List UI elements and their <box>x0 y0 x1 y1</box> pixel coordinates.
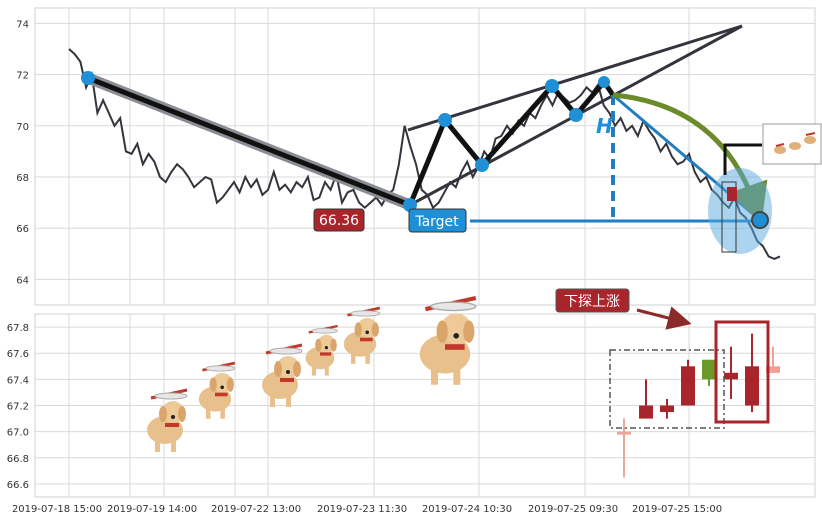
price-y-tick-label: 64 <box>16 275 29 286</box>
x-tick-label: 2019-07-19 14:00 <box>107 504 197 515</box>
dog-icon <box>305 324 339 376</box>
node-point-target <box>751 211 769 229</box>
x-tick-label: 2019-07-24 10:30 <box>422 504 512 515</box>
pattern-overlay: 66.36 Target H <box>81 24 822 254</box>
price-y-tick-label: 66 <box>16 224 29 235</box>
target-badge-text: Target <box>414 214 459 230</box>
x-tick-label: 2019-07-25 15:00 <box>632 504 722 515</box>
candle-body <box>681 366 695 406</box>
wedge-upper-line <box>407 24 743 132</box>
candle-y-tick-label: 67.4 <box>7 375 29 386</box>
price-gridlines <box>35 8 815 305</box>
price-series-line <box>68 48 781 260</box>
candle-body <box>639 405 653 419</box>
node-point <box>475 158 489 172</box>
decorative-dogs <box>147 295 477 452</box>
candle-body <box>766 366 780 373</box>
target-zone-ellipse <box>708 168 772 254</box>
candle-body <box>702 359 716 380</box>
candle-y-tick-label: 67.0 <box>7 428 29 439</box>
x-tick-label: 2019-07-18 15:00 <box>12 504 102 515</box>
dog-icon <box>198 361 236 419</box>
node-point <box>598 76 610 88</box>
candle-y-tick-label: 67.6 <box>7 349 29 360</box>
trend-line <box>85 75 413 208</box>
price-panel <box>34 7 816 306</box>
target-badge-bg <box>408 208 467 233</box>
height-label: H <box>596 114 613 138</box>
candle-body <box>724 372 738 380</box>
dog-icon <box>262 343 303 407</box>
zone-box <box>721 181 737 253</box>
price-y-tick-label: 72 <box>16 71 29 82</box>
x-tick-label: 2019-07-22 13:00 <box>211 504 301 515</box>
candle-body <box>617 431 631 435</box>
candle-y-ticks: 66.6 66.8 67.0 67.2 67.4 67.6 67.8 <box>7 323 29 491</box>
candle-body <box>660 405 674 413</box>
target-label-badge: Target <box>408 208 467 233</box>
candle-y-tick-label: 67.8 <box>7 323 29 334</box>
dog-icon <box>419 295 477 385</box>
node-point <box>545 79 559 93</box>
candle-y-tick-label: 66.8 <box>7 454 29 465</box>
node-point <box>438 113 452 127</box>
candle-badge-text: 下探上涨 <box>564 294 620 310</box>
node-point <box>81 71 95 85</box>
price-y-tick-label: 70 <box>16 122 29 133</box>
mini-dog-icon <box>774 132 816 154</box>
price-badge-text: 66.36 <box>319 213 359 229</box>
price-badge-bg <box>313 208 365 232</box>
x-tick-labels: 2019-07-18 15:00 2019-07-19 14:00 2019-07-… <box>12 504 722 515</box>
pattern-nodes <box>81 71 769 229</box>
candle-highlight-dashed <box>609 349 725 429</box>
dog-icon <box>147 388 188 452</box>
price-label-badge: 66.36 <box>313 208 365 232</box>
price-y-ticks: 64 66 68 70 72 74 <box>16 19 29 286</box>
price-y-tick-label: 68 <box>16 173 29 184</box>
candle-highlight-red <box>714 320 770 424</box>
candle-annotation-badge: 下探上涨 <box>555 288 630 313</box>
candles-group <box>617 333 780 478</box>
price-y-tick-label: 74 <box>16 19 29 30</box>
candle-badge-bg <box>555 288 630 313</box>
x-tick-label: 2019-07-23 11:30 <box>317 504 407 515</box>
callout-bracket <box>723 143 762 175</box>
node-point <box>569 108 583 122</box>
zone-candle <box>727 187 737 201</box>
candle-y-tick-label: 66.6 <box>7 480 29 491</box>
candle-body <box>745 366 759 406</box>
candle-y-tick-label: 67.2 <box>7 402 29 413</box>
dog-icon <box>343 306 381 364</box>
x-tick-label: 2019-07-25 09:30 <box>528 504 618 515</box>
candle-annotation-arrow <box>636 306 692 330</box>
